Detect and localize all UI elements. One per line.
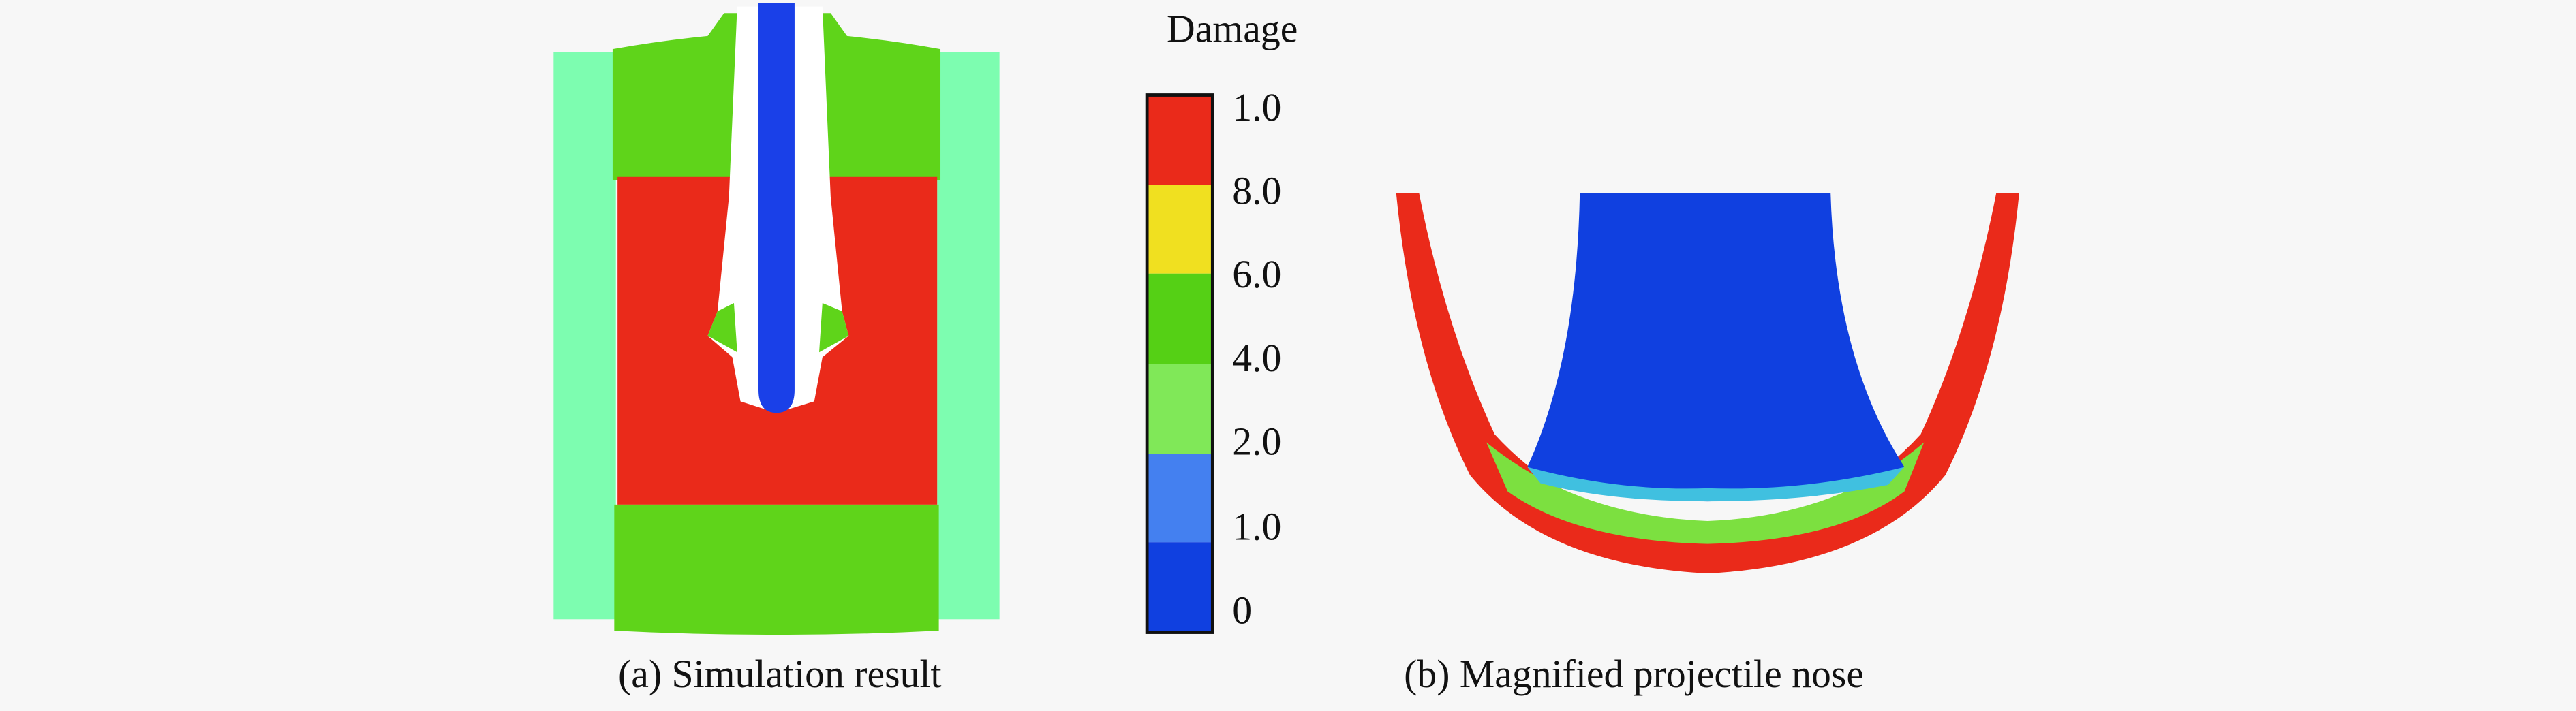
colorbar-band	[1147, 273, 1213, 364]
nose-edge	[1527, 467, 1905, 502]
colorbar-label: 1.0	[1232, 86, 1281, 129]
colorbar-label: 8.0	[1232, 170, 1281, 213]
bottom-layer	[614, 504, 939, 635]
colorbar-label: 1.0	[1232, 506, 1281, 549]
colorbar-border	[1145, 93, 1214, 634]
colorbar-band	[1147, 95, 1213, 185]
colorbar-label: 4.0	[1232, 337, 1281, 380]
nose-contact	[1486, 442, 1925, 544]
nose-panel	[1396, 193, 2019, 573]
colorbar-title: Damage	[1167, 7, 1298, 50]
colorbar-band	[1147, 364, 1213, 454]
background	[3, 0, 2573, 711]
caption: (b) Magnified projectile nose	[1404, 653, 1864, 696]
outer-sleeve-left	[553, 52, 616, 620]
colorbar-band	[1147, 185, 1213, 274]
colorbar: Damage 1.0 8.0 6.0 4.0 2.0 1.0 0	[1145, 7, 1298, 634]
projectile	[758, 3, 795, 413]
caption: (a) Simulation result	[618, 653, 941, 696]
colorbar-label: 6.0	[1232, 253, 1281, 296]
outer-sleeve-right	[937, 52, 1000, 620]
colorbar-label: 2.0	[1232, 421, 1281, 464]
projectile-nose	[1527, 193, 1905, 502]
colorbar-band	[1147, 542, 1213, 633]
simulation-panel	[553, 3, 1000, 635]
colorbar-label: 0	[1232, 589, 1252, 632]
colorbar-band	[1147, 454, 1213, 543]
